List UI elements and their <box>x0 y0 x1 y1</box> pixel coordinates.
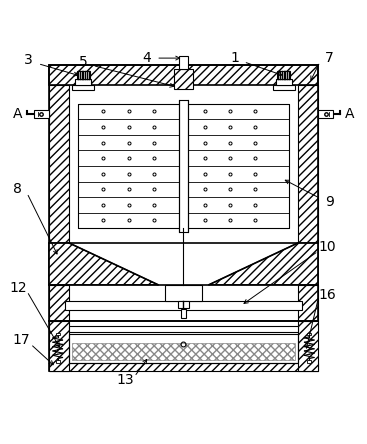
Bar <box>178 301 189 308</box>
Bar <box>298 285 318 321</box>
Bar <box>276 79 292 85</box>
Text: 4: 4 <box>143 51 152 65</box>
Bar <box>69 325 298 332</box>
Bar <box>72 85 94 90</box>
Bar <box>65 301 302 310</box>
Bar <box>298 85 318 243</box>
Bar <box>49 363 318 371</box>
Bar <box>49 285 69 321</box>
Text: 17: 17 <box>12 333 30 347</box>
Bar <box>165 285 202 301</box>
Bar <box>181 309 186 318</box>
Bar <box>49 85 69 243</box>
Bar <box>277 71 290 79</box>
Bar <box>72 343 295 361</box>
Text: A: A <box>13 107 22 121</box>
Text: 12: 12 <box>9 281 26 294</box>
Bar <box>69 85 298 243</box>
Bar <box>273 85 295 90</box>
Bar <box>174 69 193 89</box>
Text: 5: 5 <box>79 55 88 69</box>
Bar <box>49 65 318 243</box>
Bar <box>55 333 60 335</box>
Bar <box>307 361 312 363</box>
Polygon shape <box>49 243 158 285</box>
Bar <box>298 321 318 371</box>
Bar <box>179 100 188 232</box>
Bar <box>69 334 298 363</box>
Text: 10: 10 <box>319 241 336 254</box>
Bar <box>55 361 60 363</box>
Text: 16: 16 <box>319 288 336 302</box>
Text: 3: 3 <box>24 53 33 67</box>
Bar <box>49 321 69 371</box>
Text: 9: 9 <box>325 195 334 209</box>
Bar <box>78 103 289 228</box>
Text: 13: 13 <box>116 373 134 388</box>
Bar <box>49 65 318 85</box>
Bar <box>49 321 318 371</box>
Bar <box>75 79 91 85</box>
Bar <box>307 333 312 335</box>
Bar <box>318 110 333 118</box>
Text: 1: 1 <box>230 51 239 65</box>
Bar <box>179 56 188 69</box>
Text: A: A <box>345 107 354 121</box>
Text: 8: 8 <box>13 182 22 196</box>
Text: 7: 7 <box>325 51 334 65</box>
Bar <box>34 110 49 118</box>
Polygon shape <box>209 243 318 285</box>
Bar <box>77 71 90 79</box>
